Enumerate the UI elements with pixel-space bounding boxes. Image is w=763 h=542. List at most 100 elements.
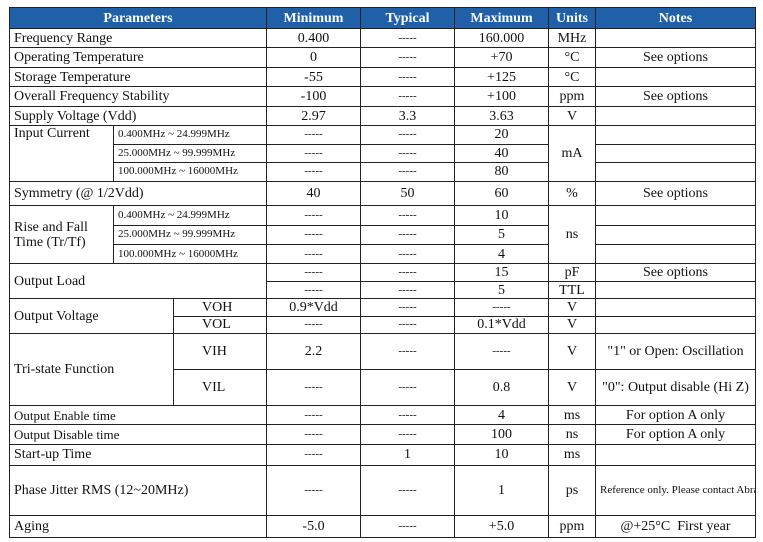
- unit-value: ps: [548, 465, 596, 517]
- unit-value: ms: [548, 404, 596, 426]
- max-value: 5: [454, 280, 549, 300]
- typ-value: -----: [360, 315, 455, 335]
- unit-value: V: [548, 315, 596, 335]
- note-value: See options: [595, 180, 756, 207]
- header-notes: Notes: [595, 7, 756, 29]
- max-value: -----: [454, 298, 549, 317]
- note-value: "1" or Open: Oscillation: [595, 333, 756, 370]
- table-row: Symmetry (@ 1/2Vdd) 40 50 60 % See optio…: [9, 180, 756, 207]
- typ-value: 1: [360, 443, 455, 467]
- min-value: -----: [266, 125, 361, 145]
- table-row: VOL ----- ----- 0.1*Vdd V: [10, 315, 756, 335]
- min-value: -----: [266, 263, 361, 282]
- unit-value: V: [548, 333, 596, 370]
- note-value: [595, 125, 756, 145]
- header-units: Units: [548, 7, 596, 29]
- max-value: 40: [454, 143, 549, 164]
- param-output-load: Output Load: [9, 263, 267, 300]
- min-value: -----: [266, 162, 361, 182]
- param-phase-jitter: Phase Jitter RMS (12~20MHz): [9, 465, 267, 517]
- min-value: -----: [266, 143, 361, 164]
- max-value: +70: [454, 47, 549, 68]
- max-value: 3.63: [454, 105, 549, 127]
- table-row: Tri-state Function VIH 2.2 ----- ----- V…: [9, 333, 756, 406]
- typ-value: -----: [360, 66, 455, 88]
- param-supply-voltage: Supply Voltage (Vdd): [9, 105, 267, 127]
- note-value: @+25°C First year: [595, 515, 756, 538]
- note-value: See options: [595, 86, 756, 107]
- range-label: 100.000MHz ~ 16000MHz: [113, 162, 267, 182]
- note-value: For option A only: [595, 404, 756, 426]
- range-label: 25.000MHz ~ 99.999MHz: [113, 143, 267, 164]
- header-row: Parameters Minimum Typical Maximum Units…: [9, 7, 756, 29]
- note-value: Reference only. Please contact Abracon f…: [595, 465, 756, 517]
- header-minimum: Minimum: [266, 7, 361, 29]
- min-value: 2.97: [266, 105, 361, 127]
- table-row: Output Disable time ----- ----- 100 ns F…: [9, 424, 756, 445]
- typ-value: -----: [360, 125, 455, 145]
- typ-value: -----: [360, 465, 455, 517]
- min-value: -----: [266, 224, 361, 246]
- typ-value: -----: [360, 162, 455, 182]
- param-symmetry: Symmetry (@ 1/2Vdd): [9, 180, 267, 207]
- note-value: [595, 162, 756, 182]
- range-label: 25.000MHz ~ 99.999MHz: [113, 224, 267, 246]
- max-value: 160.000: [454, 27, 549, 49]
- max-value: 80: [454, 162, 549, 182]
- note-value: [595, 105, 756, 127]
- table-row: 25.000MHz ~ 99.999MHz ----- ----- 5: [10, 224, 756, 246]
- range-label: 100.000MHz ~ 16000MHz: [113, 244, 267, 265]
- typ-value: -----: [360, 280, 455, 300]
- sub-label: VOL: [173, 315, 267, 335]
- note-value: [595, 315, 756, 335]
- table-row: Output Voltage VOH 0.9*Vdd ----- ----- V: [9, 298, 756, 335]
- table-row: Rise and Fall Time (Tr/Tf) 0.400MHz ~ 24…: [9, 205, 756, 265]
- unit-value: ns: [548, 205, 596, 265]
- unit-value: °C: [548, 66, 596, 88]
- max-value: 10: [454, 205, 549, 226]
- unit-value: V: [548, 298, 596, 317]
- param-storage-temperature: Storage Temperature: [9, 66, 267, 88]
- unit-value: ns: [548, 424, 596, 445]
- typ-value: -----: [360, 27, 455, 49]
- typ-value: -----: [360, 205, 455, 226]
- max-value: 60: [454, 180, 549, 207]
- max-value: 10: [454, 443, 549, 467]
- max-value: 0.8: [454, 368, 549, 406]
- min-value: -----: [266, 404, 361, 426]
- typ-value: -----: [360, 47, 455, 68]
- typ-value: 3.3: [360, 105, 455, 127]
- table-row: Overall Frequency Stability -100 ----- +…: [9, 86, 756, 107]
- typ-value: -----: [360, 333, 455, 370]
- param-frequency-range: Frequency Range: [9, 27, 267, 49]
- param-output-enable-time: Output Enable time: [9, 404, 267, 426]
- param-startup-time: Start-up Time: [9, 443, 267, 467]
- max-value: 5: [454, 224, 549, 246]
- typ-value: -----: [360, 515, 455, 538]
- param-frequency-stability: Overall Frequency Stability: [9, 86, 267, 107]
- param-output-voltage: Output Voltage: [9, 298, 174, 335]
- min-value: 0: [266, 47, 361, 68]
- sub-label: VIL: [173, 368, 267, 406]
- max-value: +5.0: [454, 515, 549, 538]
- min-value: -----: [266, 244, 361, 265]
- min-value: -----: [266, 465, 361, 517]
- header-parameters: Parameters: [9, 7, 267, 29]
- specifications-table: Parameters Minimum Typical Maximum Units…: [9, 7, 756, 538]
- rise-fall-line1: Rise and Fall: [14, 219, 88, 235]
- typ-value: -----: [360, 263, 455, 282]
- min-value: -----: [266, 424, 361, 445]
- note-value: [595, 443, 756, 467]
- range-label: 0.400MHz ~ 24.999MHz: [113, 125, 267, 145]
- unit-value: MHz: [548, 27, 596, 49]
- note-value: [595, 280, 756, 300]
- min-value: 2.2: [266, 333, 361, 370]
- header-typical: Typical: [360, 7, 455, 29]
- typ-value: -----: [360, 244, 455, 265]
- typ-value: -----: [360, 86, 455, 107]
- table-row: Phase Jitter RMS (12~20MHz) ----- ----- …: [9, 465, 756, 517]
- min-value: -----: [266, 368, 361, 406]
- max-value: 15: [454, 263, 549, 282]
- min-value: 0.9*Vdd: [266, 298, 361, 317]
- typ-value: -----: [360, 224, 455, 246]
